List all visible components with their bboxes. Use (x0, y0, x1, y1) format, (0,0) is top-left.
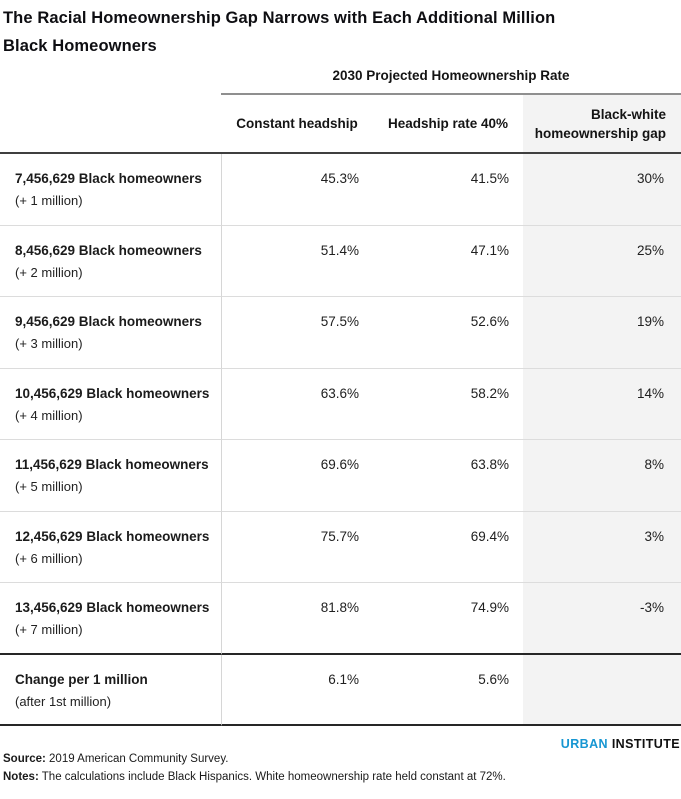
cell-constant-headship: 69.6% (221, 440, 373, 512)
row-label-main: 7,456,629 Black homeowners (15, 171, 202, 186)
cell-gap: -3% (523, 583, 681, 655)
cell-gap: 30% (523, 154, 681, 226)
cell-gap: 14% (523, 368, 681, 440)
summary-cell-gap (523, 655, 681, 726)
cell-constant-headship: 51.4% (221, 225, 373, 297)
source-label: Source: (3, 753, 46, 765)
cell-constant-headship: 57.5% (221, 297, 373, 369)
cell-headship-rate-40: 47.1% (373, 226, 523, 297)
table-row-label: 12,456,629 Black homeowners (+ 6 million… (0, 512, 221, 583)
row-label-sub: (+ 1 million) (15, 193, 83, 208)
table-row-label: 9,456,629 Black homeowners (+ 3 million) (0, 297, 221, 369)
row-label-sub: (+ 7 million) (15, 622, 83, 637)
cell-gap: 19% (523, 297, 681, 369)
table-row-label: 10,456,629 Black homeowners (+ 4 million… (0, 369, 221, 440)
summary-cell-headship-rate-40: 5.6% (373, 655, 523, 726)
data-table: 2030 Projected Homeownership Rate Consta… (0, 60, 681, 726)
summary-row-label: Change per 1 million (after 1st million) (0, 655, 221, 726)
cell-constant-headship: 75.7% (221, 511, 373, 583)
notes-text: The calculations include Black Hispanics… (38, 770, 506, 783)
notes-label: Notes: (3, 770, 39, 783)
row-label-sub: (+ 3 million) (15, 336, 83, 351)
col-header-empty (0, 95, 221, 154)
group-header-label: 2030 Projected Homeownership Rate (332, 68, 570, 83)
cell-headship-rate-40: 41.5% (373, 154, 523, 226)
summary-cell-constant-headship: 6.1% (221, 655, 373, 726)
row-label-main: 11,456,629 Black homeowners (15, 457, 209, 472)
row-label-main: 13,456,629 Black homeowners (15, 600, 210, 615)
logo-word-urban: URBAN (560, 737, 608, 751)
row-label-sub: (+ 5 million) (15, 479, 83, 494)
row-label-main: 12,456,629 Black homeowners (15, 528, 210, 544)
row-label-main: 8,456,629 Black homeowners (15, 242, 202, 258)
cell-constant-headship: 63.6% (221, 368, 373, 440)
col-header-headship-rate-40: Headship rate 40% (373, 95, 523, 154)
cell-headship-rate-40: 52.6% (373, 297, 523, 369)
row-label-sub: (+ 2 million) (15, 264, 83, 280)
cell-headship-rate-40: 69.4% (373, 512, 523, 583)
table-row-label: 8,456,629 Black homeowners (+ 2 million) (0, 226, 221, 297)
cell-headship-rate-40: 63.8% (373, 440, 523, 512)
group-header-spacer (0, 60, 221, 95)
table-row-label: 13,456,629 Black homeowners (+ 7 million… (0, 583, 221, 655)
cell-gap: 3% (523, 511, 681, 583)
table-row-label: 7,456,629 Black homeowners (+ 1 million) (0, 154, 221, 226)
source-text: 2019 American Community Survey. (45, 753, 229, 765)
row-label-sub: (+ 6 million) (15, 550, 83, 566)
row-label-main: Change per 1 million (15, 672, 148, 687)
page-title-line2: Black Homeowners (3, 37, 157, 55)
row-label-main: 9,456,629 Black homeowners (15, 314, 202, 329)
page-title-line1: The Racial Homeownership Gap Narrows wit… (3, 9, 556, 27)
col-header-constant-headship: Constant headship (221, 95, 373, 154)
row-label-sub: (+ 4 million) (15, 407, 83, 423)
cell-gap: 8% (523, 440, 681, 512)
row-label-main: 10,456,629 Black homeowners (15, 385, 210, 401)
col-header-black-white-gap: Black-white homeownership gap (523, 95, 681, 154)
group-header: 2030 Projected Homeownership Rate (221, 60, 681, 95)
notes-line: Notes: The calculations include Black Hi… (3, 769, 680, 787)
row-label-sub: (after 1st million) (15, 694, 112, 709)
cell-constant-headship: 45.3% (221, 154, 373, 226)
cell-constant-headship: 81.8% (221, 583, 373, 655)
figure-footer: URBAN INSTITUTE Source: 2019 American Co… (0, 737, 681, 786)
page-title: The Racial Homeownership Gap Narrows wit… (0, 0, 681, 60)
source-line: Source: 2019 American Community Survey. (3, 751, 680, 769)
table-row-label: 11,456,629 Black homeowners (+ 5 million… (0, 440, 221, 512)
logo-word-institute: INSTITUTE (611, 737, 680, 751)
cell-headship-rate-40: 58.2% (373, 369, 523, 440)
cell-headship-rate-40: 74.9% (373, 583, 523, 655)
cell-gap: 25% (523, 225, 681, 297)
urban-institute-logo: URBAN INSTITUTE (3, 737, 680, 751)
